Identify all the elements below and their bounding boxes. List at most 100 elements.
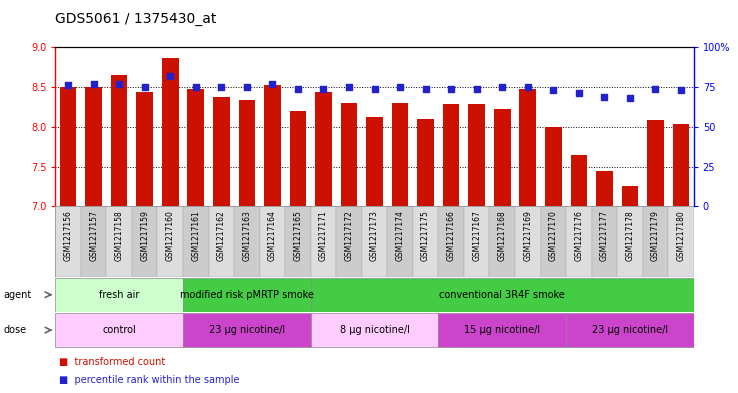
Text: control: control: [103, 325, 136, 335]
Text: ■  transformed count: ■ transformed count: [59, 358, 165, 367]
Bar: [213, 97, 230, 206]
Text: GSM1217177: GSM1217177: [600, 211, 609, 261]
Text: 23 μg nicotine/l: 23 μg nicotine/l: [592, 325, 668, 335]
Bar: [315, 92, 332, 206]
Bar: [337, 206, 362, 277]
Text: GSM1217169: GSM1217169: [523, 211, 532, 261]
Bar: [285, 206, 311, 277]
Point: [573, 90, 584, 96]
Text: 8 μg nicotine/l: 8 μg nicotine/l: [339, 325, 410, 335]
Bar: [183, 206, 209, 277]
Bar: [55, 313, 183, 347]
Bar: [413, 206, 438, 277]
Point: [471, 85, 483, 92]
Bar: [183, 313, 311, 347]
Text: GSM1217165: GSM1217165: [294, 211, 303, 261]
Bar: [494, 109, 511, 206]
Text: GSM1217168: GSM1217168: [497, 211, 507, 261]
Point: [215, 84, 227, 90]
Bar: [209, 206, 234, 277]
Text: GSM1217156: GSM1217156: [63, 211, 72, 261]
Bar: [596, 171, 613, 206]
Text: GSM1217172: GSM1217172: [345, 211, 354, 261]
Bar: [264, 84, 280, 206]
Bar: [540, 206, 566, 277]
Point: [317, 85, 329, 92]
Point: [165, 73, 176, 79]
Text: conventional 3R4F smoke: conventional 3R4F smoke: [439, 290, 565, 300]
Bar: [157, 206, 183, 277]
Point: [624, 95, 635, 101]
Bar: [366, 117, 383, 206]
Text: 15 μg nicotine/l: 15 μg nicotine/l: [464, 325, 540, 335]
Point: [649, 85, 661, 92]
Point: [368, 85, 381, 92]
Bar: [260, 206, 285, 277]
Text: GSM1217163: GSM1217163: [242, 211, 252, 261]
Text: GSM1217170: GSM1217170: [549, 211, 558, 261]
Text: modified risk pMRTP smoke: modified risk pMRTP smoke: [180, 290, 314, 300]
Bar: [187, 89, 204, 206]
Bar: [183, 278, 311, 312]
Bar: [387, 206, 413, 277]
Bar: [617, 206, 643, 277]
Bar: [489, 206, 515, 277]
Text: GSM1217171: GSM1217171: [319, 211, 328, 261]
Bar: [132, 206, 157, 277]
Point: [139, 84, 151, 90]
Bar: [362, 206, 387, 277]
Bar: [86, 87, 102, 206]
Point: [496, 84, 508, 90]
Bar: [311, 206, 337, 277]
Point: [343, 84, 355, 90]
Bar: [106, 206, 132, 277]
Point: [599, 94, 610, 100]
Bar: [438, 313, 566, 347]
Text: GSM1217174: GSM1217174: [396, 211, 404, 261]
Bar: [545, 127, 562, 206]
Text: GSM1217173: GSM1217173: [370, 211, 379, 261]
Text: GSM1217160: GSM1217160: [166, 211, 175, 261]
Text: GSM1217164: GSM1217164: [268, 211, 277, 261]
Text: GSM1217175: GSM1217175: [421, 211, 430, 261]
Bar: [668, 206, 694, 277]
Bar: [515, 206, 540, 277]
Point: [445, 85, 457, 92]
Bar: [137, 92, 153, 206]
Point: [266, 81, 278, 87]
Text: 23 μg nicotine/l: 23 μg nicotine/l: [209, 325, 285, 335]
Point: [548, 87, 559, 93]
Bar: [111, 75, 128, 206]
Bar: [570, 154, 587, 206]
Point: [114, 81, 125, 87]
Bar: [341, 103, 357, 206]
Bar: [311, 313, 438, 347]
Text: GSM1217162: GSM1217162: [217, 211, 226, 261]
Bar: [592, 206, 617, 277]
Bar: [621, 186, 638, 206]
Bar: [60, 87, 77, 206]
Bar: [81, 206, 106, 277]
Bar: [647, 120, 663, 206]
Point: [394, 84, 406, 90]
Bar: [55, 278, 183, 312]
Bar: [238, 101, 255, 206]
Point: [190, 84, 201, 90]
Bar: [417, 119, 434, 206]
Bar: [443, 105, 460, 206]
Text: GSM1217178: GSM1217178: [625, 211, 635, 261]
Point: [420, 85, 432, 92]
Bar: [464, 206, 489, 277]
Bar: [672, 123, 689, 206]
Bar: [643, 206, 668, 277]
Bar: [520, 89, 536, 206]
Text: GSM1217180: GSM1217180: [677, 211, 686, 261]
Point: [62, 82, 74, 88]
Bar: [392, 103, 408, 206]
Point: [241, 84, 252, 90]
Text: ■  percentile rank within the sample: ■ percentile rank within the sample: [59, 375, 240, 385]
Bar: [55, 206, 81, 277]
Bar: [289, 111, 306, 206]
Bar: [566, 313, 694, 347]
Text: fresh air: fresh air: [99, 290, 139, 300]
